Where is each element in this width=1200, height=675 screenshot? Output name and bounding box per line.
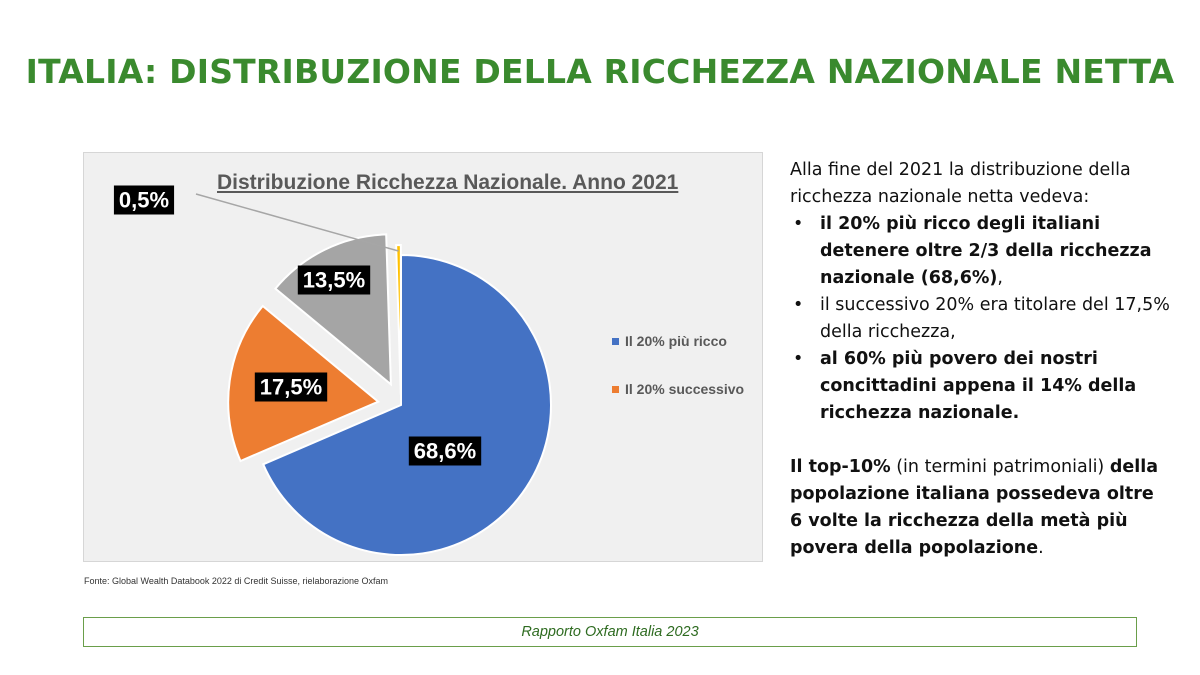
pie-chart-canvas: 68,6% 17,5% 13,5% 0,5% bbox=[113, 185, 552, 556]
data-label-text: 0,5% bbox=[119, 188, 169, 213]
data-label-box bbox=[254, 372, 328, 402]
bullet-text: al 60% più povero dei nostri concittadin… bbox=[820, 349, 1137, 423]
slide-title: ITALIA: DISTRIBUZIONE DELLA RICCHEZZA NA… bbox=[25, 52, 1175, 91]
data-label-box bbox=[408, 436, 482, 466]
conclusion-part: (in termini patrimoniali) bbox=[890, 457, 1110, 477]
footer-banner: Rapporto Oxfam Italia 2023 bbox=[83, 617, 1137, 647]
bullet-item: il successivo 20% era titolare del 17,5%… bbox=[790, 292, 1170, 346]
conclusion-text: Il top-10% (in termini patrimoniali) del… bbox=[790, 454, 1170, 562]
legend-item-next20: Il 20% successivo bbox=[612, 379, 744, 399]
chart-title: Distribuzione Ricchezza Nazionale. Anno … bbox=[217, 171, 679, 194]
commentary: Alla fine del 2021 la distribuzione dell… bbox=[790, 157, 1170, 562]
bullet-text: il successivo 20% era titolare del 17,5%… bbox=[820, 295, 1170, 342]
source-note: Fonte: Global Wealth Databook 2022 di Cr… bbox=[84, 576, 388, 586]
bullet-text: , bbox=[997, 268, 1003, 288]
chart-legend: Il 20% più ricco Il 20% successivo bbox=[612, 331, 744, 427]
intro-text: Alla fine del 2021 la distribuzione dell… bbox=[790, 160, 1131, 207]
conclusion-part: . bbox=[1038, 538, 1044, 558]
pie-slice bbox=[261, 253, 552, 556]
bullet-list: il 20% più ricco degli italiani detenere… bbox=[790, 211, 1170, 427]
legend-swatch-top20 bbox=[612, 337, 619, 345]
data-label-text: 68,6% bbox=[414, 439, 476, 464]
data-label: 0,5% bbox=[113, 185, 175, 215]
conclusion-part: della popolazione italiana possedeva olt… bbox=[790, 457, 1159, 558]
data-label: 13,5% bbox=[297, 265, 371, 295]
legend-label-top20: Il 20% più ricco bbox=[625, 333, 727, 349]
data-label: 68,6% bbox=[408, 436, 482, 466]
data-label-box bbox=[113, 185, 175, 215]
bullet-item: al 60% più povero dei nostri concittadin… bbox=[790, 346, 1170, 427]
legend-swatch-next20 bbox=[612, 385, 619, 393]
pie-chart: 68,6% 17,5% 13,5% 0,5% Distribuzione Ricche… bbox=[83, 152, 763, 562]
bullet-item: il 20% più ricco degli italiani detenere… bbox=[790, 211, 1170, 292]
data-label-text: 13,5% bbox=[303, 268, 365, 293]
data-label: 17,5% bbox=[254, 372, 328, 402]
legend-label-next20: Il 20% successivo bbox=[625, 381, 745, 397]
conclusion-part: Il top-10% bbox=[790, 457, 891, 477]
bullet-text: il 20% più ricco degli italiani detenere… bbox=[820, 214, 1152, 288]
pie-slice bbox=[395, 244, 402, 396]
data-label-text: 17,5% bbox=[260, 375, 322, 400]
footer-text: Rapporto Oxfam Italia 2023 bbox=[521, 624, 699, 640]
data-label-box bbox=[297, 265, 371, 295]
leader-line bbox=[195, 193, 399, 252]
legend-item-top20: Il 20% più ricco bbox=[612, 331, 744, 351]
